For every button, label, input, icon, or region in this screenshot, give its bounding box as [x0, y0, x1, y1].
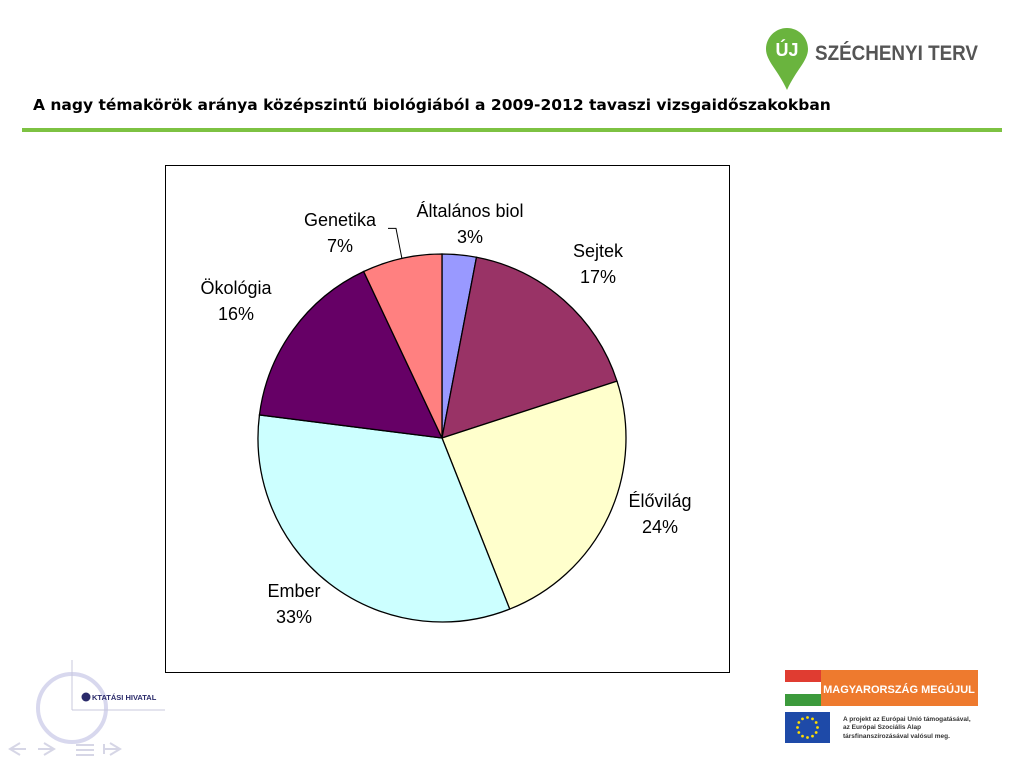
logo-pin-icon	[766, 28, 808, 90]
oktatasi-hivatal-logo: KTATÁSI HIVATAL	[36, 660, 165, 744]
slice-value-genetika: 7%	[327, 236, 353, 256]
title-divider	[22, 128, 1002, 132]
slice-value-okologia: 16%	[218, 304, 254, 324]
logo-prefix: ÚJ	[775, 39, 798, 60]
eu-star-icon	[801, 734, 804, 738]
slice-value-sejtek: 17%	[580, 267, 616, 287]
eu-star-icon	[816, 726, 819, 729]
pie-slice-genetika	[362, 253, 443, 439]
hu-banner-text: MAGYARORSZÁG MEGÚJUL	[823, 683, 975, 696]
pie-slice-sejtek	[441, 256, 618, 439]
eu-star-icon	[801, 717, 804, 721]
nav-return-icon[interactable]	[103, 742, 122, 756]
pie-slice-ember	[257, 414, 511, 623]
eu-star-icon	[806, 716, 809, 719]
eu-star-icon	[814, 731, 818, 734]
slide-navigation	[8, 742, 122, 756]
eu-star-icon	[797, 721, 801, 724]
eu-note-line: az Európai Szociális Alap	[843, 724, 922, 732]
eu-star-icon	[797, 731, 801, 734]
slice-label-okologia: Ökológia	[200, 278, 272, 298]
eu-note-line: A projekt az Európai Unió támogatásával,	[843, 716, 971, 723]
slice-value-ember: 33%	[276, 607, 312, 627]
leader-line-genetika	[388, 227, 403, 259]
eu-star-icon	[796, 726, 799, 729]
eu-star-icon	[811, 734, 814, 738]
pie-slice-okologia	[258, 270, 444, 439]
magyarorszag-megujul-banner: MAGYARORSZÁG MEGÚJUL	[785, 670, 978, 706]
slice-label-elovilag: Élővilág	[628, 491, 691, 511]
szechenyi-terv-logo: ÚJ SZÉCHENYI TERV	[766, 28, 978, 90]
slice-value-altalanos-biol: 3%	[457, 227, 483, 247]
slice-label-genetika: Genetika	[304, 210, 377, 230]
slice-label-altalanos-biol: Általános biol	[416, 201, 523, 221]
nav-prev-icon[interactable]	[8, 742, 26, 756]
nav-next-icon[interactable]	[38, 742, 56, 756]
pie-chart: Általános biol 3% Sejtek 17% Élővilág 24% Embe…	[200, 201, 691, 627]
page-title: A nagy témakörök aránya középszintű biol…	[33, 96, 831, 114]
eu-star-icon	[811, 717, 814, 721]
eu-flag-icon	[785, 712, 830, 743]
pie-slice-elovilag	[441, 380, 627, 610]
okt-dot-icon	[81, 692, 91, 702]
nav-menu-icon[interactable]	[76, 744, 94, 756]
eu-funding-note: A projekt az Európai Unió támogatásával,…	[843, 716, 1003, 741]
eu-star-icon	[814, 721, 818, 724]
logo-text: SZÉCHENYI TERV	[815, 42, 978, 65]
eu-star-icon	[806, 736, 809, 739]
eu-note-line: társfinanszírozásával valósul meg.	[843, 732, 950, 740]
chart-frame: Általános biol 3% Sejtek 17% Élővilág 24% Embe…	[165, 165, 730, 673]
slice-value-elovilag: 24%	[642, 517, 678, 537]
slice-label-sejtek: Sejtek	[573, 241, 624, 261]
slice-label-ember: Ember	[267, 581, 320, 601]
okt-logo-text: KTATÁSI HIVATAL	[92, 693, 157, 702]
